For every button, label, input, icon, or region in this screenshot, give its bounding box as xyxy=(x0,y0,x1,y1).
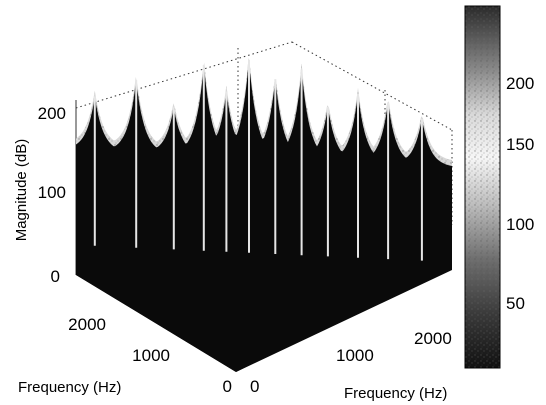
x-tick-label: 2000 xyxy=(68,315,106,334)
z-axis-label: Magnitude (dB) xyxy=(13,139,30,242)
y-tick-label: 1000 xyxy=(336,346,374,365)
x-tick-label: 1000 xyxy=(132,346,170,365)
colorbar-tick-label: 50 xyxy=(506,294,525,313)
z-tick-label: 0 xyxy=(51,267,60,286)
x-tick-label: 0 xyxy=(223,377,232,396)
y-axis-right: 0 1000 2000 Frequency (Hz) xyxy=(250,329,452,402)
surface-mesh xyxy=(76,57,452,372)
colorbar-tick-label: 100 xyxy=(506,215,534,234)
x-axis-label: Frequency (Hz) xyxy=(18,379,121,396)
y-tick-label: 2000 xyxy=(414,329,452,348)
surface-front-wall xyxy=(76,63,452,372)
y-axis-label: Frequency (Hz) xyxy=(344,385,447,402)
z-axis: 0 100 200 Magnitude (dB) xyxy=(13,104,66,286)
y-tick-label: 0 xyxy=(250,377,259,396)
z-tick-label: 200 xyxy=(38,104,66,123)
colorbar: 50 100 150 200 xyxy=(464,5,534,369)
colorbar-tick-label: 150 xyxy=(506,135,534,154)
back-top-right-edge xyxy=(291,41,453,131)
back-top-left-edge xyxy=(75,41,293,109)
colorbar-tick-label: 200 xyxy=(506,74,534,93)
z-tick-label: 100 xyxy=(38,183,66,202)
x-axis-left: 2000 1000 0 Frequency (Hz) xyxy=(18,315,232,396)
